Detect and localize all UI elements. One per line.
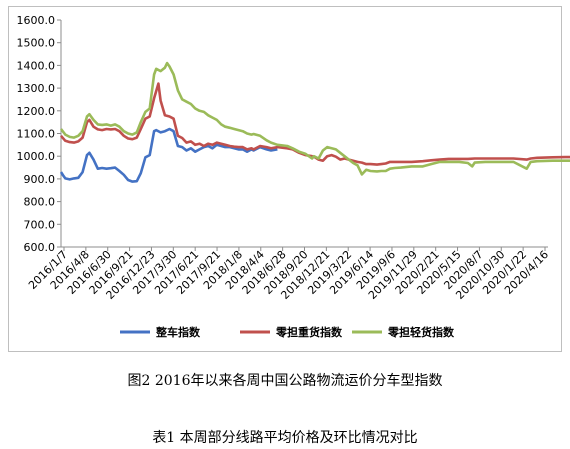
figure-caption: 图2 2016年以来各周中国公路物流运价分车型指数: [127, 373, 443, 389]
series-line-1: [59, 127, 278, 183]
y-tick-label: 1200.0: [17, 105, 56, 118]
legend: 整车指数 零担重货指数 零担轻货指数: [120, 325, 455, 339]
y-tick-label: 1100.0: [17, 128, 56, 141]
series-lines: [59, 61, 570, 183]
legend-label-1: 整车指数: [155, 325, 201, 339]
y-axis-ticks: 1600.0 1500.0 1400.0 1300.0 1200.0 1100.0 1000…: [17, 14, 61, 254]
series-line-3: [59, 61, 570, 176]
y-tick-label: 1400.0: [17, 59, 56, 72]
legend-label-3: 零担轻货指数: [387, 325, 455, 339]
y-tick-label: 600.0: [24, 241, 56, 254]
y-tick-label: 1600.0: [17, 14, 56, 27]
line-chart: 1600.0 1500.0 1400.0 1300.0 1200.0 1100.0 1000…: [17, 14, 570, 339]
series-line-2: [60, 82, 570, 166]
table-caption: 表1 本周部分线路平均价格及环比情况对比: [152, 430, 418, 446]
x-axis-ticks: 2016/1/72016/4/82016/6/302016/9/212016/1…: [26, 247, 551, 302]
y-tick-label: 1500.0: [17, 37, 56, 50]
y-tick-label: 1300.0: [17, 82, 56, 95]
legend-label-2: 零担重货指数: [275, 325, 343, 339]
chart-frame: [8, 6, 562, 352]
y-tick-label: 700.0: [24, 218, 56, 231]
y-tick-label: 900.0: [24, 173, 56, 186]
y-tick-label: 800.0: [24, 196, 56, 209]
y-tick-label: 1000.0: [17, 150, 56, 163]
